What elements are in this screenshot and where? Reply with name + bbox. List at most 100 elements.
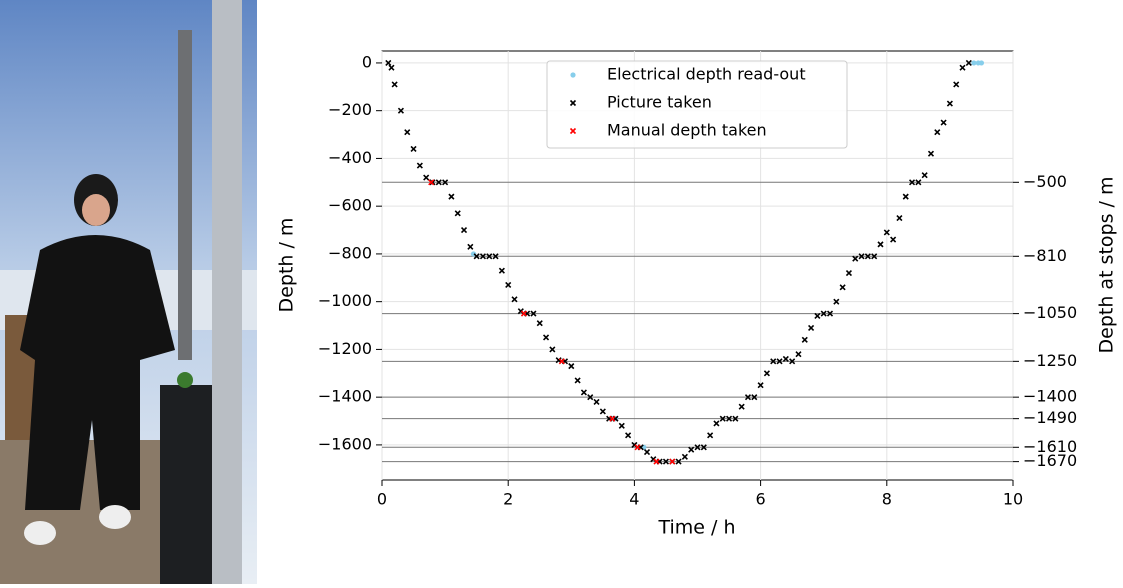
x-tick-label: 2 [503,490,513,509]
y2-axis-label: Depth at stops / m [1096,177,1118,354]
point [669,458,676,465]
point [978,60,985,66]
point [707,432,714,439]
point [694,444,701,451]
point [902,193,909,200]
point [404,129,411,136]
point [833,298,840,305]
point [890,236,897,243]
point [921,172,928,179]
point [662,458,670,465]
point [915,179,922,186]
point [492,253,499,260]
point [946,100,953,107]
legend-marker [570,72,576,78]
point [814,312,821,320]
point [634,444,641,451]
x-tick-label: 6 [756,490,766,509]
x-axis-label: Time / h [657,517,735,539]
point [713,420,720,427]
point [681,453,688,460]
point [782,355,789,363]
point [429,179,436,186]
y2-tick-label: −1250 [1023,351,1077,370]
point [486,253,493,260]
x-tick-label: 8 [882,490,892,509]
legend-box [546,60,848,149]
legend-marker [569,127,577,135]
photo [0,0,257,584]
point [751,394,758,401]
point [789,358,796,365]
point [852,255,859,262]
y2-tick-label: −1050 [1023,303,1077,322]
point [580,389,587,396]
legend-label: Manual depth taken [607,121,767,140]
point [763,370,770,377]
point [511,296,518,303]
y-tick-label: −1000 [318,291,372,310]
point [593,398,600,406]
point [908,179,916,186]
point [520,310,528,317]
point [568,363,575,370]
point [542,334,550,341]
point [618,422,625,429]
point [625,432,632,439]
point [609,415,616,422]
point [795,351,802,358]
y-tick-label: −1400 [318,387,372,406]
y-tick-label: −200 [328,100,372,119]
x-tick-label: 4 [629,490,639,509]
point [826,310,834,317]
point [864,253,871,260]
point [448,193,455,200]
point [599,408,606,415]
y2-tick-label: −1490 [1023,408,1077,427]
point [385,59,392,67]
point [700,444,707,451]
point [454,210,461,217]
series [428,179,676,465]
point [725,415,733,422]
point [927,150,935,157]
y-tick-label: −400 [328,148,372,167]
y-tick-label: −800 [328,243,372,262]
point [653,458,660,465]
point [530,310,537,317]
point [940,119,947,126]
point [744,394,752,401]
legend-label: Picture taken [607,93,712,112]
point [801,336,808,343]
legend-marker [569,99,577,107]
point [505,281,512,289]
x-tick-label: 0 [377,490,387,509]
point [536,320,543,327]
series [385,59,972,465]
point [549,346,556,353]
point [574,377,581,384]
y-tick-label: −1200 [318,339,372,358]
point [460,226,468,234]
point [953,81,960,88]
point [675,458,682,465]
point [479,253,487,260]
legend: Electrical depth read-out Picture taken Ma… [546,60,848,149]
point [883,229,890,236]
point [428,179,435,186]
point [435,179,442,186]
point [397,107,404,114]
point [473,253,480,260]
point [416,162,423,169]
point [839,284,846,291]
point [558,358,565,365]
point [871,253,878,260]
legend-label: Electrical depth read-out [607,65,806,84]
y-tick-label: 0 [362,52,372,71]
point [587,394,594,401]
point [776,358,783,365]
point [770,358,777,365]
point [738,403,745,410]
point [442,179,449,186]
